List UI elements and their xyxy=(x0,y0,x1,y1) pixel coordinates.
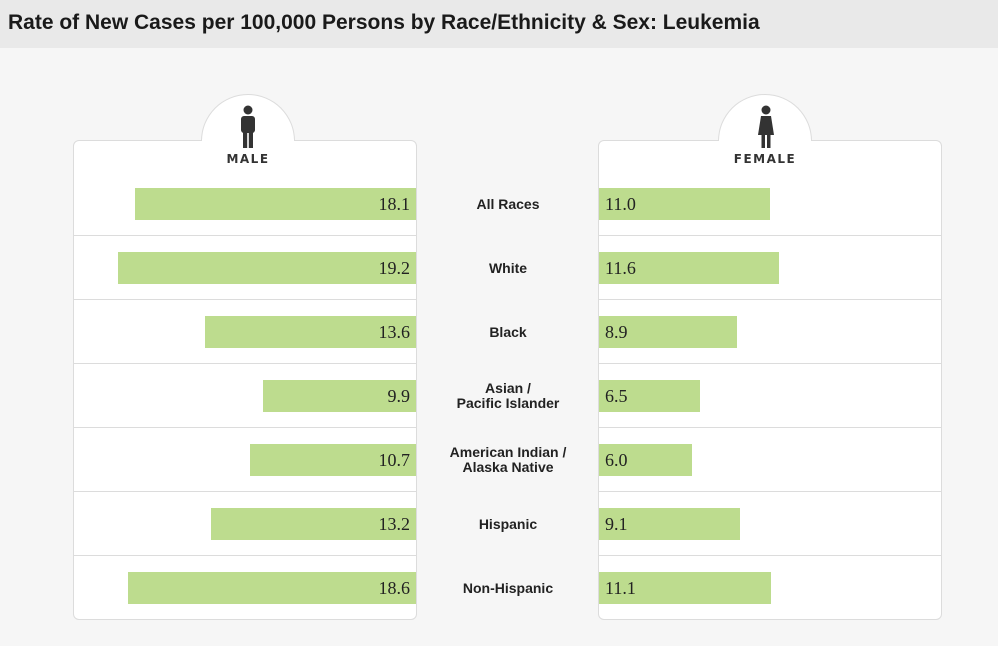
male-value-label: 18.6 xyxy=(378,578,411,598)
female-value-label: 6.5 xyxy=(605,386,628,406)
category-label-line: Black xyxy=(489,323,527,340)
row-divider xyxy=(74,299,416,300)
male-bar xyxy=(262,380,416,412)
title-bar: Rate of New Cases per 100,000 Persons by… xyxy=(0,0,998,48)
male-bar xyxy=(205,316,416,348)
row-divider xyxy=(74,235,416,236)
female-label: FEMALE xyxy=(733,152,797,166)
male-person-icon xyxy=(241,105,255,148)
row-divider xyxy=(74,427,416,428)
category-label-line: White xyxy=(488,259,528,276)
female-person-icon xyxy=(758,105,774,148)
female-bar xyxy=(599,508,741,540)
male-bar xyxy=(250,444,416,476)
row-divider xyxy=(599,427,941,428)
female-value-label: 6.0 xyxy=(605,450,628,470)
chart-title: Rate of New Cases per 100,000 Persons by… xyxy=(8,11,760,34)
female-value-label: 11.0 xyxy=(605,194,636,214)
male-label: MALE xyxy=(226,152,270,166)
female-bar xyxy=(599,444,692,476)
category-label: Non-Hispanic xyxy=(418,579,598,596)
female-value-label: 11.1 xyxy=(605,578,636,598)
category-label-line: Pacific Islander xyxy=(456,395,560,411)
male-tab-joint xyxy=(202,139,294,143)
category-label: White xyxy=(418,259,598,276)
row-divider xyxy=(599,235,941,236)
male-value-label: 10.7 xyxy=(378,450,411,470)
row-divider xyxy=(599,363,941,364)
row-divider xyxy=(74,491,416,492)
row-divider xyxy=(599,491,941,492)
female-bar xyxy=(599,316,737,348)
category-label-line: All Races xyxy=(476,195,540,212)
female-value-label: 8.9 xyxy=(605,322,628,342)
male-value-label: 19.2 xyxy=(378,258,411,278)
category-label-line: American Indian / xyxy=(449,444,567,460)
category-label: American Indian / Alaska Native xyxy=(418,445,598,475)
row-divider xyxy=(599,299,941,300)
male-bar xyxy=(135,188,416,220)
male-bar xyxy=(211,508,416,540)
category-label: Hispanic xyxy=(418,515,598,532)
male-bar xyxy=(118,252,416,284)
male-value-label: 9.9 xyxy=(387,386,411,406)
row-divider xyxy=(599,555,941,556)
female-bar xyxy=(599,188,770,220)
row-divider xyxy=(74,555,416,556)
female-bar xyxy=(599,252,779,284)
male-value-label: 18.1 xyxy=(378,194,411,214)
female-value-label: 11.6 xyxy=(605,258,636,278)
male-value-label: 13.2 xyxy=(378,514,411,534)
row-divider xyxy=(74,363,416,364)
female-value-label: 9.1 xyxy=(605,514,628,534)
category-label-line: Hispanic xyxy=(478,515,538,532)
category-label: Black xyxy=(418,323,598,340)
male-bar xyxy=(127,572,416,604)
category-label-line: Asian / xyxy=(485,380,531,396)
female-bar xyxy=(599,380,700,412)
female-bar xyxy=(599,572,772,604)
category-label-line: Non-Hispanic xyxy=(462,579,554,596)
male-value-label: 13.6 xyxy=(378,322,411,342)
category-label: Asian / Pacific Islander xyxy=(418,381,598,411)
category-label-line: Alaska Native xyxy=(462,459,554,475)
category-label: All Races xyxy=(418,195,598,212)
